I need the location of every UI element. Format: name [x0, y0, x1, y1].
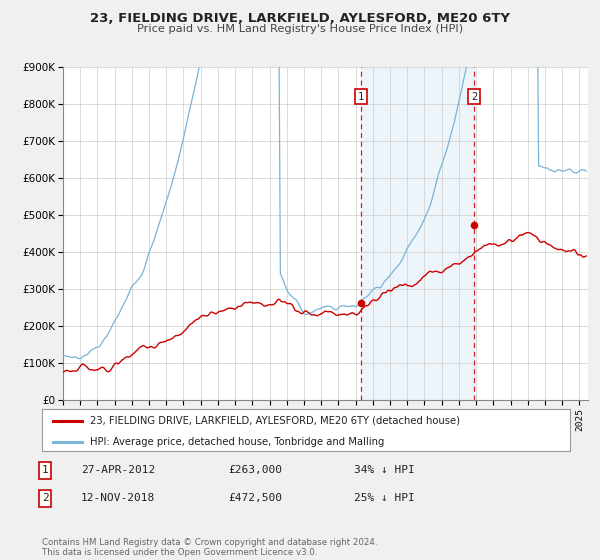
Text: 12-NOV-2018: 12-NOV-2018: [81, 493, 155, 503]
Text: 27-APR-2012: 27-APR-2012: [81, 465, 155, 475]
Text: 2: 2: [471, 92, 477, 102]
Text: 23, FIELDING DRIVE, LARKFIELD, AYLESFORD, ME20 6TY (detached house): 23, FIELDING DRIVE, LARKFIELD, AYLESFORD…: [89, 416, 460, 426]
Bar: [361, 67, 474, 400]
Text: 1: 1: [41, 465, 49, 475]
Text: 1: 1: [358, 92, 364, 102]
Text: 2: 2: [41, 493, 49, 503]
Text: £472,500: £472,500: [228, 493, 282, 503]
Text: 34% ↓ HPI: 34% ↓ HPI: [354, 465, 415, 475]
Text: 23, FIELDING DRIVE, LARKFIELD, AYLESFORD, ME20 6TY: 23, FIELDING DRIVE, LARKFIELD, AYLESFORD…: [90, 12, 510, 25]
Text: Price paid vs. HM Land Registry's House Price Index (HPI): Price paid vs. HM Land Registry's House …: [137, 24, 463, 34]
Text: HPI: Average price, detached house, Tonbridge and Malling: HPI: Average price, detached house, Tonb…: [89, 437, 384, 446]
Text: 25% ↓ HPI: 25% ↓ HPI: [354, 493, 415, 503]
Text: £263,000: £263,000: [228, 465, 282, 475]
Text: Contains HM Land Registry data © Crown copyright and database right 2024.
This d: Contains HM Land Registry data © Crown c…: [42, 538, 377, 557]
